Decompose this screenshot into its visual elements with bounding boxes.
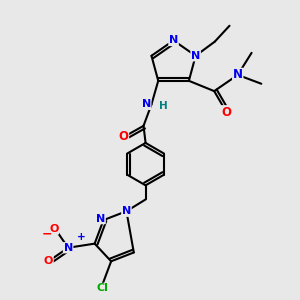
Text: N: N (142, 99, 151, 110)
Text: O: O (222, 106, 232, 119)
Text: +: + (76, 232, 85, 242)
Text: N: N (96, 214, 105, 224)
Text: O: O (44, 256, 53, 266)
Text: N: N (233, 68, 243, 81)
Text: Cl: Cl (96, 284, 108, 293)
Text: N: N (64, 243, 73, 253)
Text: O: O (49, 224, 58, 234)
Text: N: N (191, 51, 200, 61)
Text: −: − (42, 228, 52, 241)
Text: N: N (122, 206, 131, 216)
Text: O: O (118, 130, 128, 143)
Text: N: N (169, 35, 178, 46)
Text: H: H (160, 101, 168, 111)
